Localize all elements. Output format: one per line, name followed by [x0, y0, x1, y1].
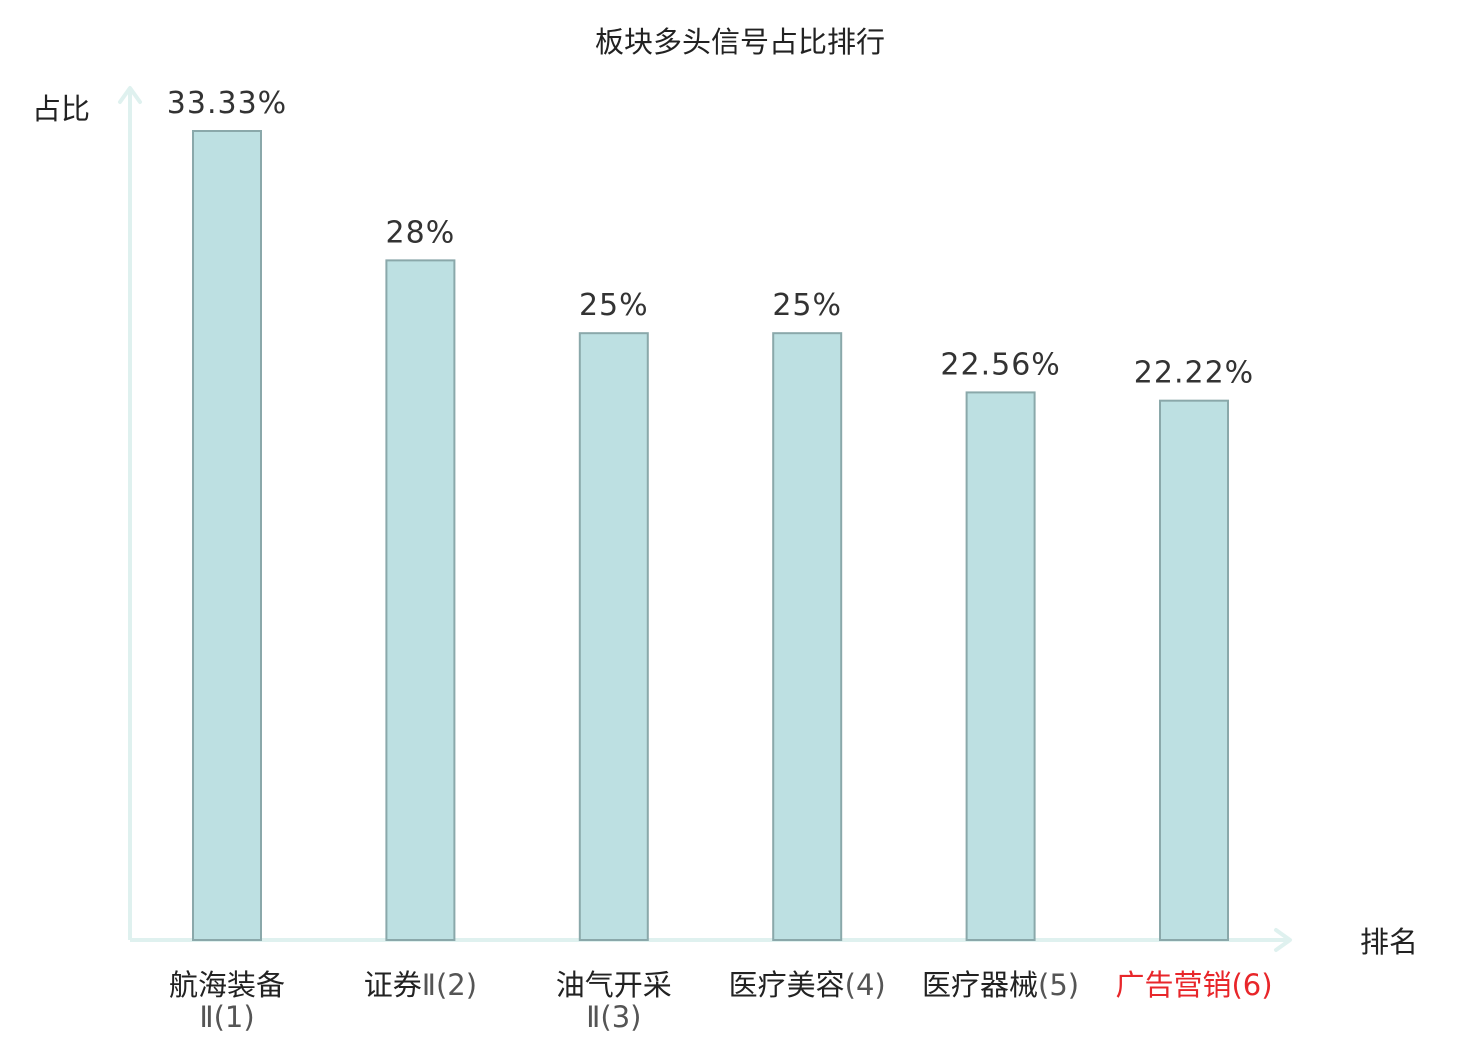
- bar: [192, 130, 262, 941]
- category-label: 医疗器械(5): [922, 968, 1079, 1002]
- value-label: 22.22%: [1134, 356, 1254, 391]
- value-labels-group: 33.33% 28% 25% 25% 22.56% 22.22%: [167, 86, 1254, 391]
- x-axis-arrow: [1274, 928, 1292, 952]
- value-label: 28%: [386, 215, 456, 250]
- bars-group: [192, 130, 1229, 942]
- bar: [578, 332, 649, 941]
- bar: [1159, 399, 1229, 941]
- chart-title: 板块多头信号占比排行: [595, 25, 885, 59]
- value-label: 33.33%: [167, 86, 287, 121]
- y-axis-arrow: [118, 86, 142, 104]
- category-label: 证券Ⅱ(2): [364, 968, 477, 1002]
- category-label: 航海装备 Ⅱ(1): [169, 968, 285, 1034]
- category-labels-group: 航海装备 Ⅱ(1) 证券Ⅱ(2) 油气开采 Ⅱ(3) 医疗美容(4) 医疗器械(5) 广告营销…: [169, 968, 1273, 1034]
- value-label: 25%: [579, 288, 649, 323]
- category-label: 广告营销(6): [1115, 968, 1272, 1002]
- value-label: 22.56%: [940, 347, 1060, 382]
- bar: [385, 259, 456, 942]
- category-label: 医疗美容(4): [729, 968, 886, 1002]
- bar: [965, 391, 1036, 941]
- bar: [772, 332, 843, 941]
- value-label: 25%: [772, 288, 842, 323]
- axes: [118, 86, 1292, 952]
- category-label: 油气开采 Ⅱ(3): [556, 968, 672, 1034]
- x-axis-label: 排名: [1360, 925, 1418, 959]
- y-axis-label: 占比: [32, 92, 90, 126]
